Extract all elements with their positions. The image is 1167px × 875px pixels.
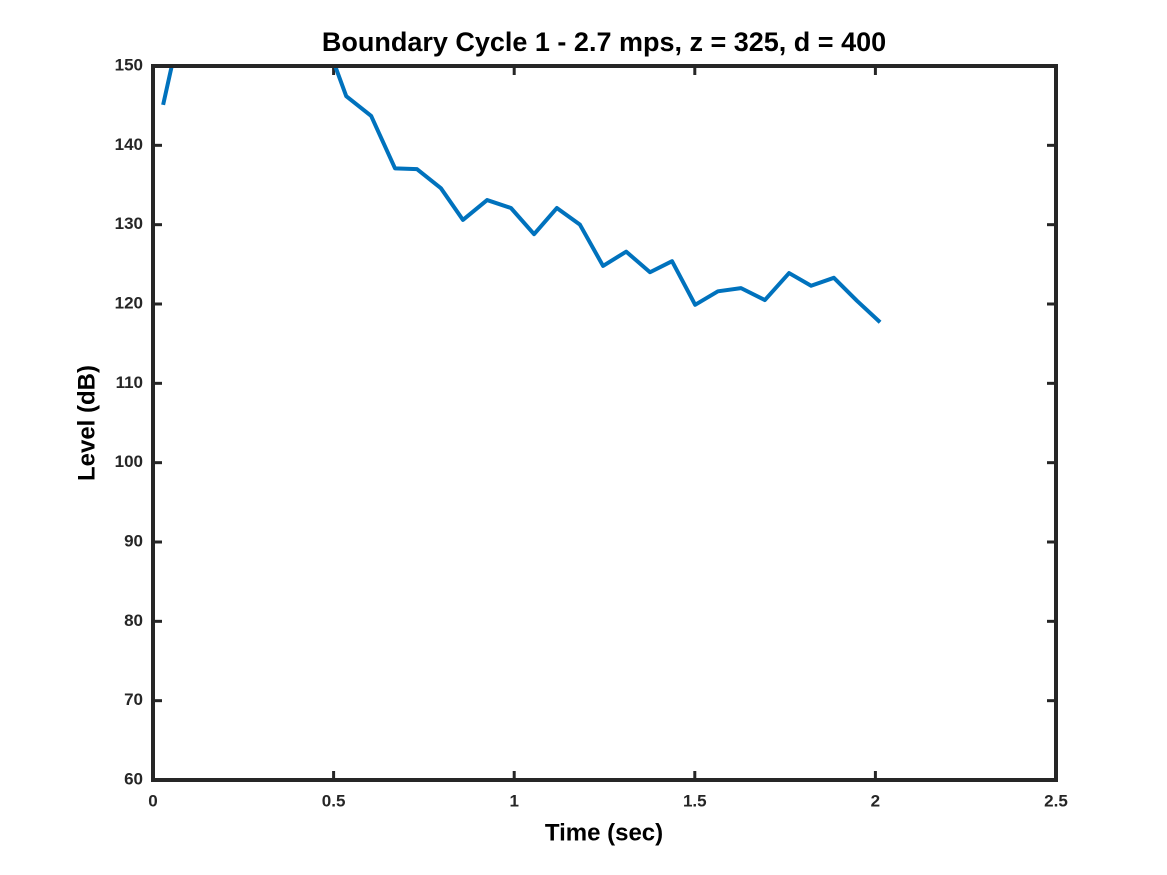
x-tick-label: 2.5 <box>1044 791 1068 810</box>
y-tick-label: 90 <box>124 531 143 550</box>
x-axis-label: Time (sec) <box>545 819 663 846</box>
y-tick-label: 80 <box>124 611 143 630</box>
x-tick-label: 0 <box>148 791 157 810</box>
y-tick-label: 100 <box>115 452 143 471</box>
y-tick-label: 130 <box>115 214 143 233</box>
y-tick-label: 140 <box>115 135 143 154</box>
x-tick-label: 1 <box>509 791 518 810</box>
y-tick-label: 70 <box>124 690 143 709</box>
y-tick-label: 60 <box>124 769 143 788</box>
x-tick-label: 0.5 <box>322 791 346 810</box>
chart-title: Boundary Cycle 1 - 2.7 mps, z = 325, d =… <box>322 27 886 57</box>
y-tick-label: 150 <box>115 55 143 74</box>
y-axis-label: Level (dB) <box>73 365 100 481</box>
data-line <box>161 66 882 324</box>
x-tick-label: 2 <box>871 791 880 810</box>
y-tick-label: 110 <box>116 373 143 392</box>
plot-frame <box>151 64 1058 782</box>
x-tick-label: 1.5 <box>683 791 707 810</box>
y-tick-label: 120 <box>115 293 143 312</box>
